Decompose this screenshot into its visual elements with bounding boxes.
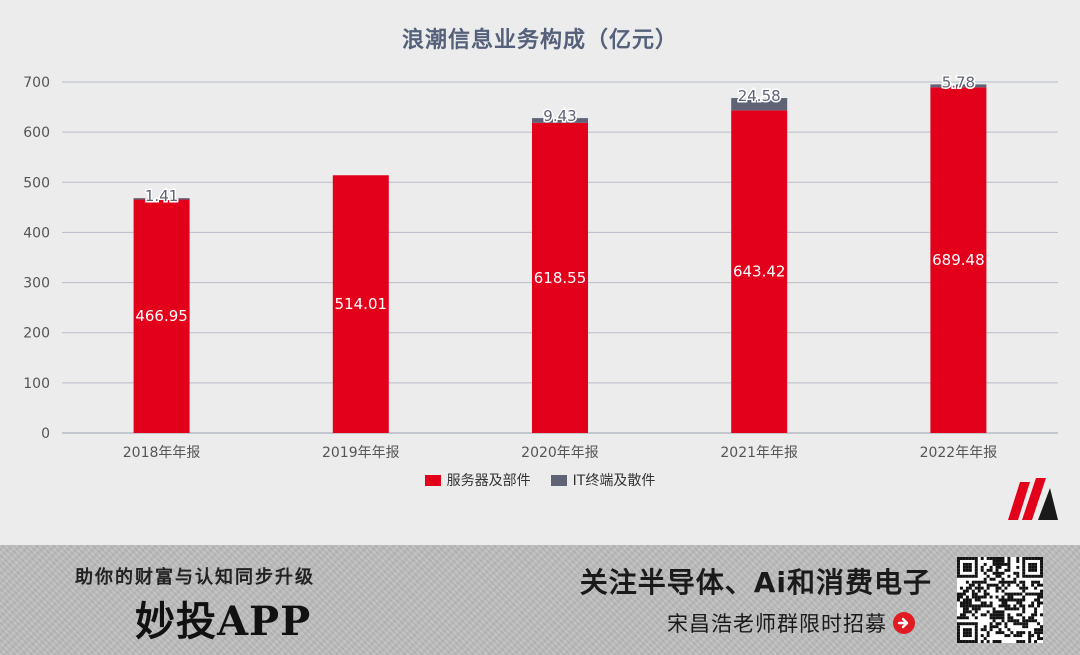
qr-code-icon[interactable] xyxy=(957,557,1043,643)
x-tick-label: 2021年年报 xyxy=(720,445,798,461)
bar-servers xyxy=(133,198,190,433)
bar-servers xyxy=(930,87,987,434)
bar-terminals xyxy=(532,118,588,123)
bar-servers xyxy=(332,175,389,434)
y-tick-label: 200 xyxy=(23,326,50,342)
y-tick-label: 100 xyxy=(23,376,50,392)
y-tick-label: 300 xyxy=(23,276,50,292)
y-tick-label: 600 xyxy=(23,125,50,141)
follow-text: 关注半导体、Ai和消费电子 xyxy=(579,566,932,599)
recruit-text: 宋昌浩老师群限时招募 xyxy=(667,612,887,636)
recruit-link[interactable]: 宋昌浩老师群限时招募 xyxy=(667,608,915,638)
data-label-terminals: 9.43 xyxy=(543,107,576,125)
data-label-terminals: 24.58 xyxy=(738,87,781,105)
chart-area: 浪潮信息业务构成（亿元） 0 100 200 300 400 500 600 700 466.9… xyxy=(0,28,1080,520)
data-label-servers: 689.48 xyxy=(932,251,985,269)
data-label-terminals: 5.78 xyxy=(942,73,975,91)
data-label-servers: 643.42 xyxy=(733,263,786,281)
y-tick-label: 400 xyxy=(23,225,50,241)
data-label-servers: 466.95 xyxy=(135,307,188,325)
x-tick-label: 2019年年报 xyxy=(322,445,400,461)
bar-chart: 0 100 200 300 400 500 600 700 466.95 1.41 2018年年报 5… xyxy=(23,72,1058,461)
data-label-servers: 618.55 xyxy=(534,269,587,287)
bar-terminals xyxy=(731,98,788,111)
chart-legend: 服务器及部件 IT终端及散件 xyxy=(0,470,1080,490)
bar-servers xyxy=(731,110,788,434)
legend-label-servers: 服务器及部件 xyxy=(446,473,531,489)
data-label-terminals: 1.41 xyxy=(145,187,178,205)
legend-item-terminals: IT终端及散件 xyxy=(550,470,656,490)
banner-tagline: 助你的财富与认知同步升级 xyxy=(75,567,315,588)
arrow-right-circle-icon[interactable] xyxy=(893,612,915,634)
bar-terminals xyxy=(930,84,987,88)
x-tick-label: 2022年年报 xyxy=(920,445,998,461)
app-name: 妙投APP xyxy=(135,598,312,645)
data-label-servers: 514.01 xyxy=(335,295,388,313)
promo-banner[interactable]: 助你的财富与认知同步升级 妙投APP 关注半导体、Ai和消费电子 宋昌浩老师群限… xyxy=(0,545,1080,655)
bar-terminals xyxy=(133,198,190,200)
legend-item-servers: 服务器及部件 xyxy=(424,470,531,490)
legend-swatch-terminals xyxy=(550,474,567,486)
chart-title: 浪潮信息业务构成（亿元） xyxy=(401,28,678,53)
x-tick-label: 2018年年报 xyxy=(123,445,201,461)
y-tick-label: 0 xyxy=(41,426,50,442)
legend-label-terminals: IT终端及散件 xyxy=(572,473,656,489)
m-logo-icon xyxy=(1008,478,1058,520)
bar-servers xyxy=(532,122,588,433)
y-tick-label: 700 xyxy=(23,75,50,91)
x-tick-label: 2020年年报 xyxy=(521,445,599,461)
y-tick-label: 500 xyxy=(23,175,50,191)
legend-swatch-servers xyxy=(424,474,441,486)
